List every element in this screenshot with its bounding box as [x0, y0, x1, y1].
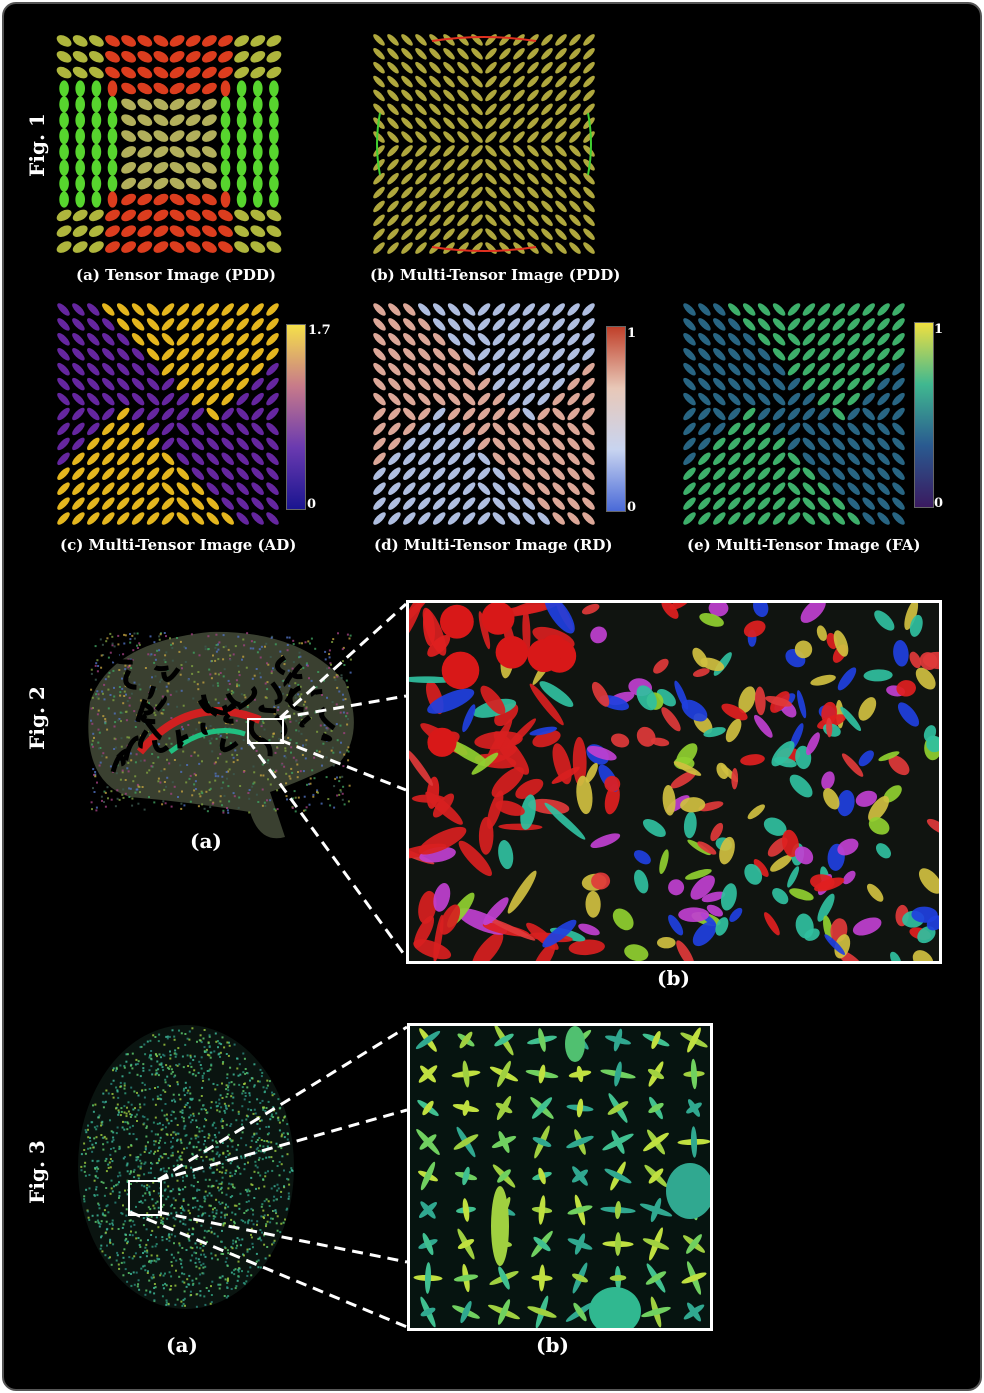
fig1c-colorbar-max: 1.7 — [308, 323, 331, 338]
fig1e-colorbar-min: 0 — [934, 496, 944, 511]
fig3-label: Fig. 3 — [25, 1140, 49, 1204]
fig1a-caption: (a) Tensor Image (PDD) — [76, 266, 276, 284]
fig1b-caption: (b) Multi-Tensor Image (PDD) — [370, 266, 621, 284]
fig1c-colorbar-min: 0 — [307, 497, 317, 512]
fig1e-caption: (e) Multi-Tensor Image (FA) — [687, 536, 921, 554]
fig1c-colorbar — [286, 324, 306, 510]
fig2-label: Fig. 2 — [25, 686, 49, 750]
fig2b-zoom-image — [406, 600, 942, 964]
fig1e-colorbar — [914, 322, 934, 508]
fig1d-colorbar — [606, 326, 626, 512]
fig3a-image — [72, 1018, 300, 1316]
fig3a-selection-box — [128, 1180, 162, 1216]
fig1c-image — [56, 302, 280, 526]
fig2a-image — [70, 622, 360, 844]
fig1c-caption: (c) Multi-Tensor Image (AD) — [60, 536, 297, 554]
fig1d-caption: (d) Multi-Tensor Image (RD) — [374, 536, 613, 554]
fig2a-selection-box — [247, 718, 284, 744]
fig1-label: Fig. 1 — [25, 113, 49, 177]
fig1d-image — [372, 302, 598, 526]
fig3a-caption: (a) — [166, 1333, 198, 1357]
fig2b-caption: (b) — [657, 966, 690, 990]
fig1e-colorbar-max: 1 — [934, 322, 944, 337]
fig3b-zoom-image — [407, 1023, 713, 1331]
fig1e-image — [682, 302, 906, 526]
fig1d-colorbar-max: 1 — [627, 326, 637, 341]
fig3b-caption: (b) — [536, 1333, 569, 1357]
fig2a-caption: (a) — [190, 829, 222, 853]
fig1d-colorbar-min: 0 — [627, 500, 637, 515]
fig1a-image — [56, 33, 282, 255]
fig1b-image — [372, 33, 596, 255]
